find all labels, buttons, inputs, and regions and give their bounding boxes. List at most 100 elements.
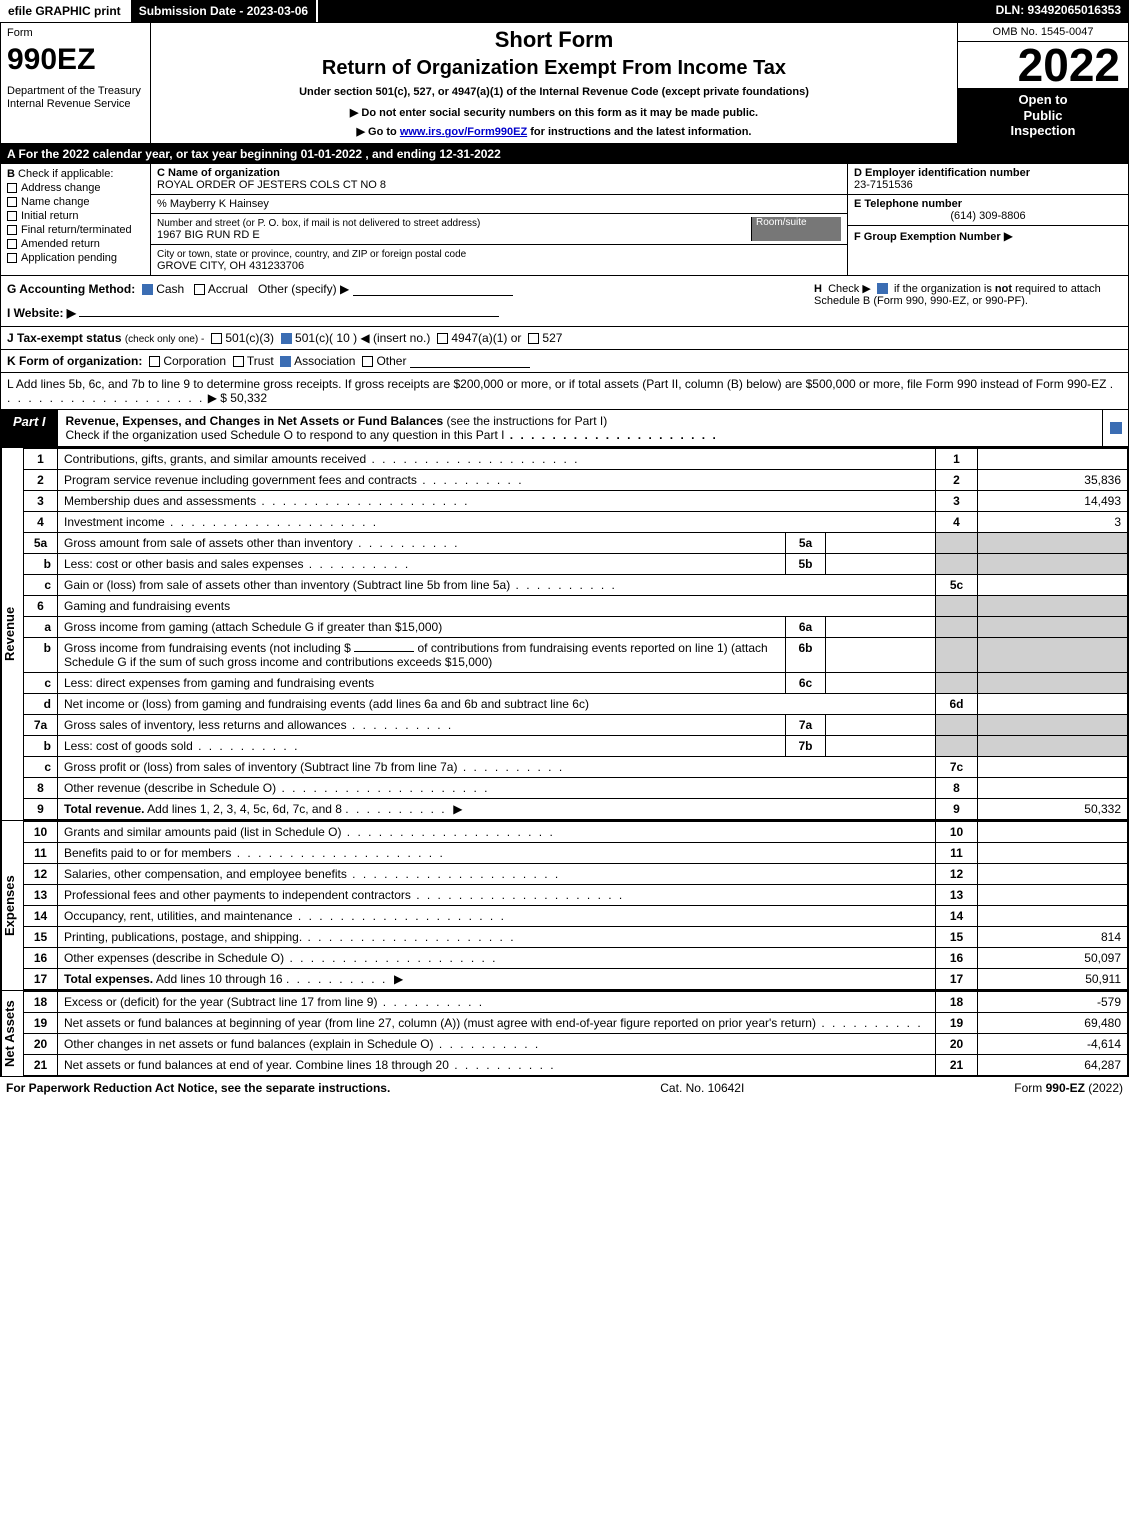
gh-row: G Accounting Method: Cash Accrual Other … [1,276,1128,327]
chk-amended-return[interactable]: Amended return [7,238,144,250]
header-center: Short Form Return of Organization Exempt… [151,23,958,143]
lcol: 11 [936,842,978,863]
open-to-public: Open to Public Inspection [958,88,1128,143]
j-opt-3: 527 [542,331,562,345]
b-head-text: Check if applicable: [18,168,113,180]
ldesc: Investment income [64,515,165,529]
k-opt-0: Corporation [163,354,226,368]
c-street: Number and street (or P. O. box, if mail… [151,214,847,245]
chk-accrual[interactable] [194,284,205,295]
dln-label: DLN: 93492065016353 [988,0,1129,22]
chk-name-change[interactable]: Name change [7,196,144,208]
lcol: 2 [936,469,978,490]
f-label: F Group Exemption Number [854,231,1001,243]
chk-501c[interactable] [281,333,292,344]
footer: For Paperwork Reduction Act Notice, see … [0,1077,1129,1099]
chk-scheduleo[interactable] [1110,422,1122,434]
lnum: b [24,553,58,574]
part-i-desc: Revenue, Expenses, and Changes in Net As… [58,410,1102,446]
chk-assoc[interactable] [280,356,291,367]
l9-bold: Total revenue. [64,802,144,816]
lnum: 21 [24,1054,58,1075]
lmid: 6c [786,672,826,693]
chk-cash[interactable] [142,284,153,295]
line-6: 6 Gaming and fundraising events [24,595,1128,616]
chk-initial-return[interactable]: Initial return [7,210,144,222]
lnum: c [24,672,58,693]
footer-right-bold: 990-EZ [1046,1081,1085,1095]
c-value: ROYAL ORDER OF JESTERS COLS CT NO 8 [157,179,386,191]
lnum: 13 [24,884,58,905]
lamt [978,756,1128,777]
lcol: 13 [936,884,978,905]
lcol-grey [936,672,978,693]
line-21: 21 Net assets or fund balances at end of… [24,1054,1128,1075]
lcol: 10 [936,821,978,842]
lmid: 5b [786,553,826,574]
ldesc: Gross income from gaming (attach Schedul… [64,620,442,634]
chk-other-org[interactable] [362,356,373,367]
instruction-link: ▶ Go to www.irs.gov/Form990EZ for instru… [159,125,949,138]
j-opt-0: 501(c)(3) [225,331,274,345]
line-1: 1 Contributions, gifts, grants, and simi… [24,448,1128,469]
ldesc: Net income or (loss) from gaming and fun… [64,697,589,711]
lcol-grey [936,553,978,574]
line-18: 18 Excess or (deficit) for the year (Sub… [24,991,1128,1012]
lcol: 16 [936,947,978,968]
line-5b: b Less: cost or other basis and sales ex… [24,553,1128,574]
lamt-grey [978,735,1128,756]
part-i-header: Part I Revenue, Expenses, and Changes in… [1,410,1128,447]
chk-501c3[interactable] [211,333,222,344]
lmidamt [826,714,936,735]
expenses-vlabel: Expenses [1,821,23,990]
chk-address-change[interactable]: Address change [7,182,144,194]
line-10: 10 Grants and similar amounts paid (list… [24,821,1128,842]
form-body: Form 990EZ Department of the Treasury In… [0,22,1129,1077]
chk-527[interactable] [528,333,539,344]
lnum: 10 [24,821,58,842]
line-6c: c Less: direct expenses from gaming and … [24,672,1128,693]
lamt: 35,836 [978,469,1128,490]
lnum: 18 [24,991,58,1012]
irs-link[interactable]: www.irs.gov/Form990EZ [400,126,527,138]
c-label: C Name of organization [157,167,280,179]
lmidamt [826,637,936,672]
line-4: 4 Investment income 4 3 [24,511,1128,532]
b-letter: B [7,168,15,180]
lamt-grey [978,714,1128,735]
lmidamt [826,532,936,553]
chk-trust[interactable] [233,356,244,367]
g-accrual: Accrual [208,282,248,296]
line-13: 13 Professional fees and other payments … [24,884,1128,905]
section-b: B Check if applicable: Address change Na… [1,164,151,275]
chk-h[interactable] [877,283,888,294]
k-other-input[interactable] [410,367,530,368]
j-label: J Tax-exempt status [7,331,122,345]
lamt-grey [978,616,1128,637]
lcol-grey [936,714,978,735]
chk-corp[interactable] [149,356,160,367]
website-input[interactable] [79,316,499,317]
footer-right-pre: Form [1014,1081,1045,1095]
lcol-grey [936,616,978,637]
h-letter: H [814,283,822,295]
ldesc: Gross amount from sale of assets other t… [64,536,353,550]
lnum: 4 [24,511,58,532]
lamt [978,448,1128,469]
k-opt-3: Other [376,354,406,368]
ldesc: Gain or (loss) from sale of assets other… [64,578,510,592]
chk-final-return[interactable]: Final return/terminated [7,224,144,236]
chk-application-pending[interactable]: Application pending [7,252,144,264]
line-17: 17 Total expenses. Add lines 10 through … [24,968,1128,989]
topbar-spacer [318,0,987,22]
ldesc: Program service revenue including govern… [64,473,417,487]
lamt [978,821,1128,842]
chk-4947[interactable] [437,333,448,344]
l6b-blank[interactable] [354,651,414,652]
chk-label: Amended return [21,238,100,250]
lcol: 20 [936,1033,978,1054]
j-opt-1: 501(c)( 10 ) ◀ (insert no.) [295,331,430,345]
sub3-pre: ▶ Go to [357,126,400,138]
g-other-input[interactable] [353,295,513,296]
chk-label: Address change [21,182,101,194]
